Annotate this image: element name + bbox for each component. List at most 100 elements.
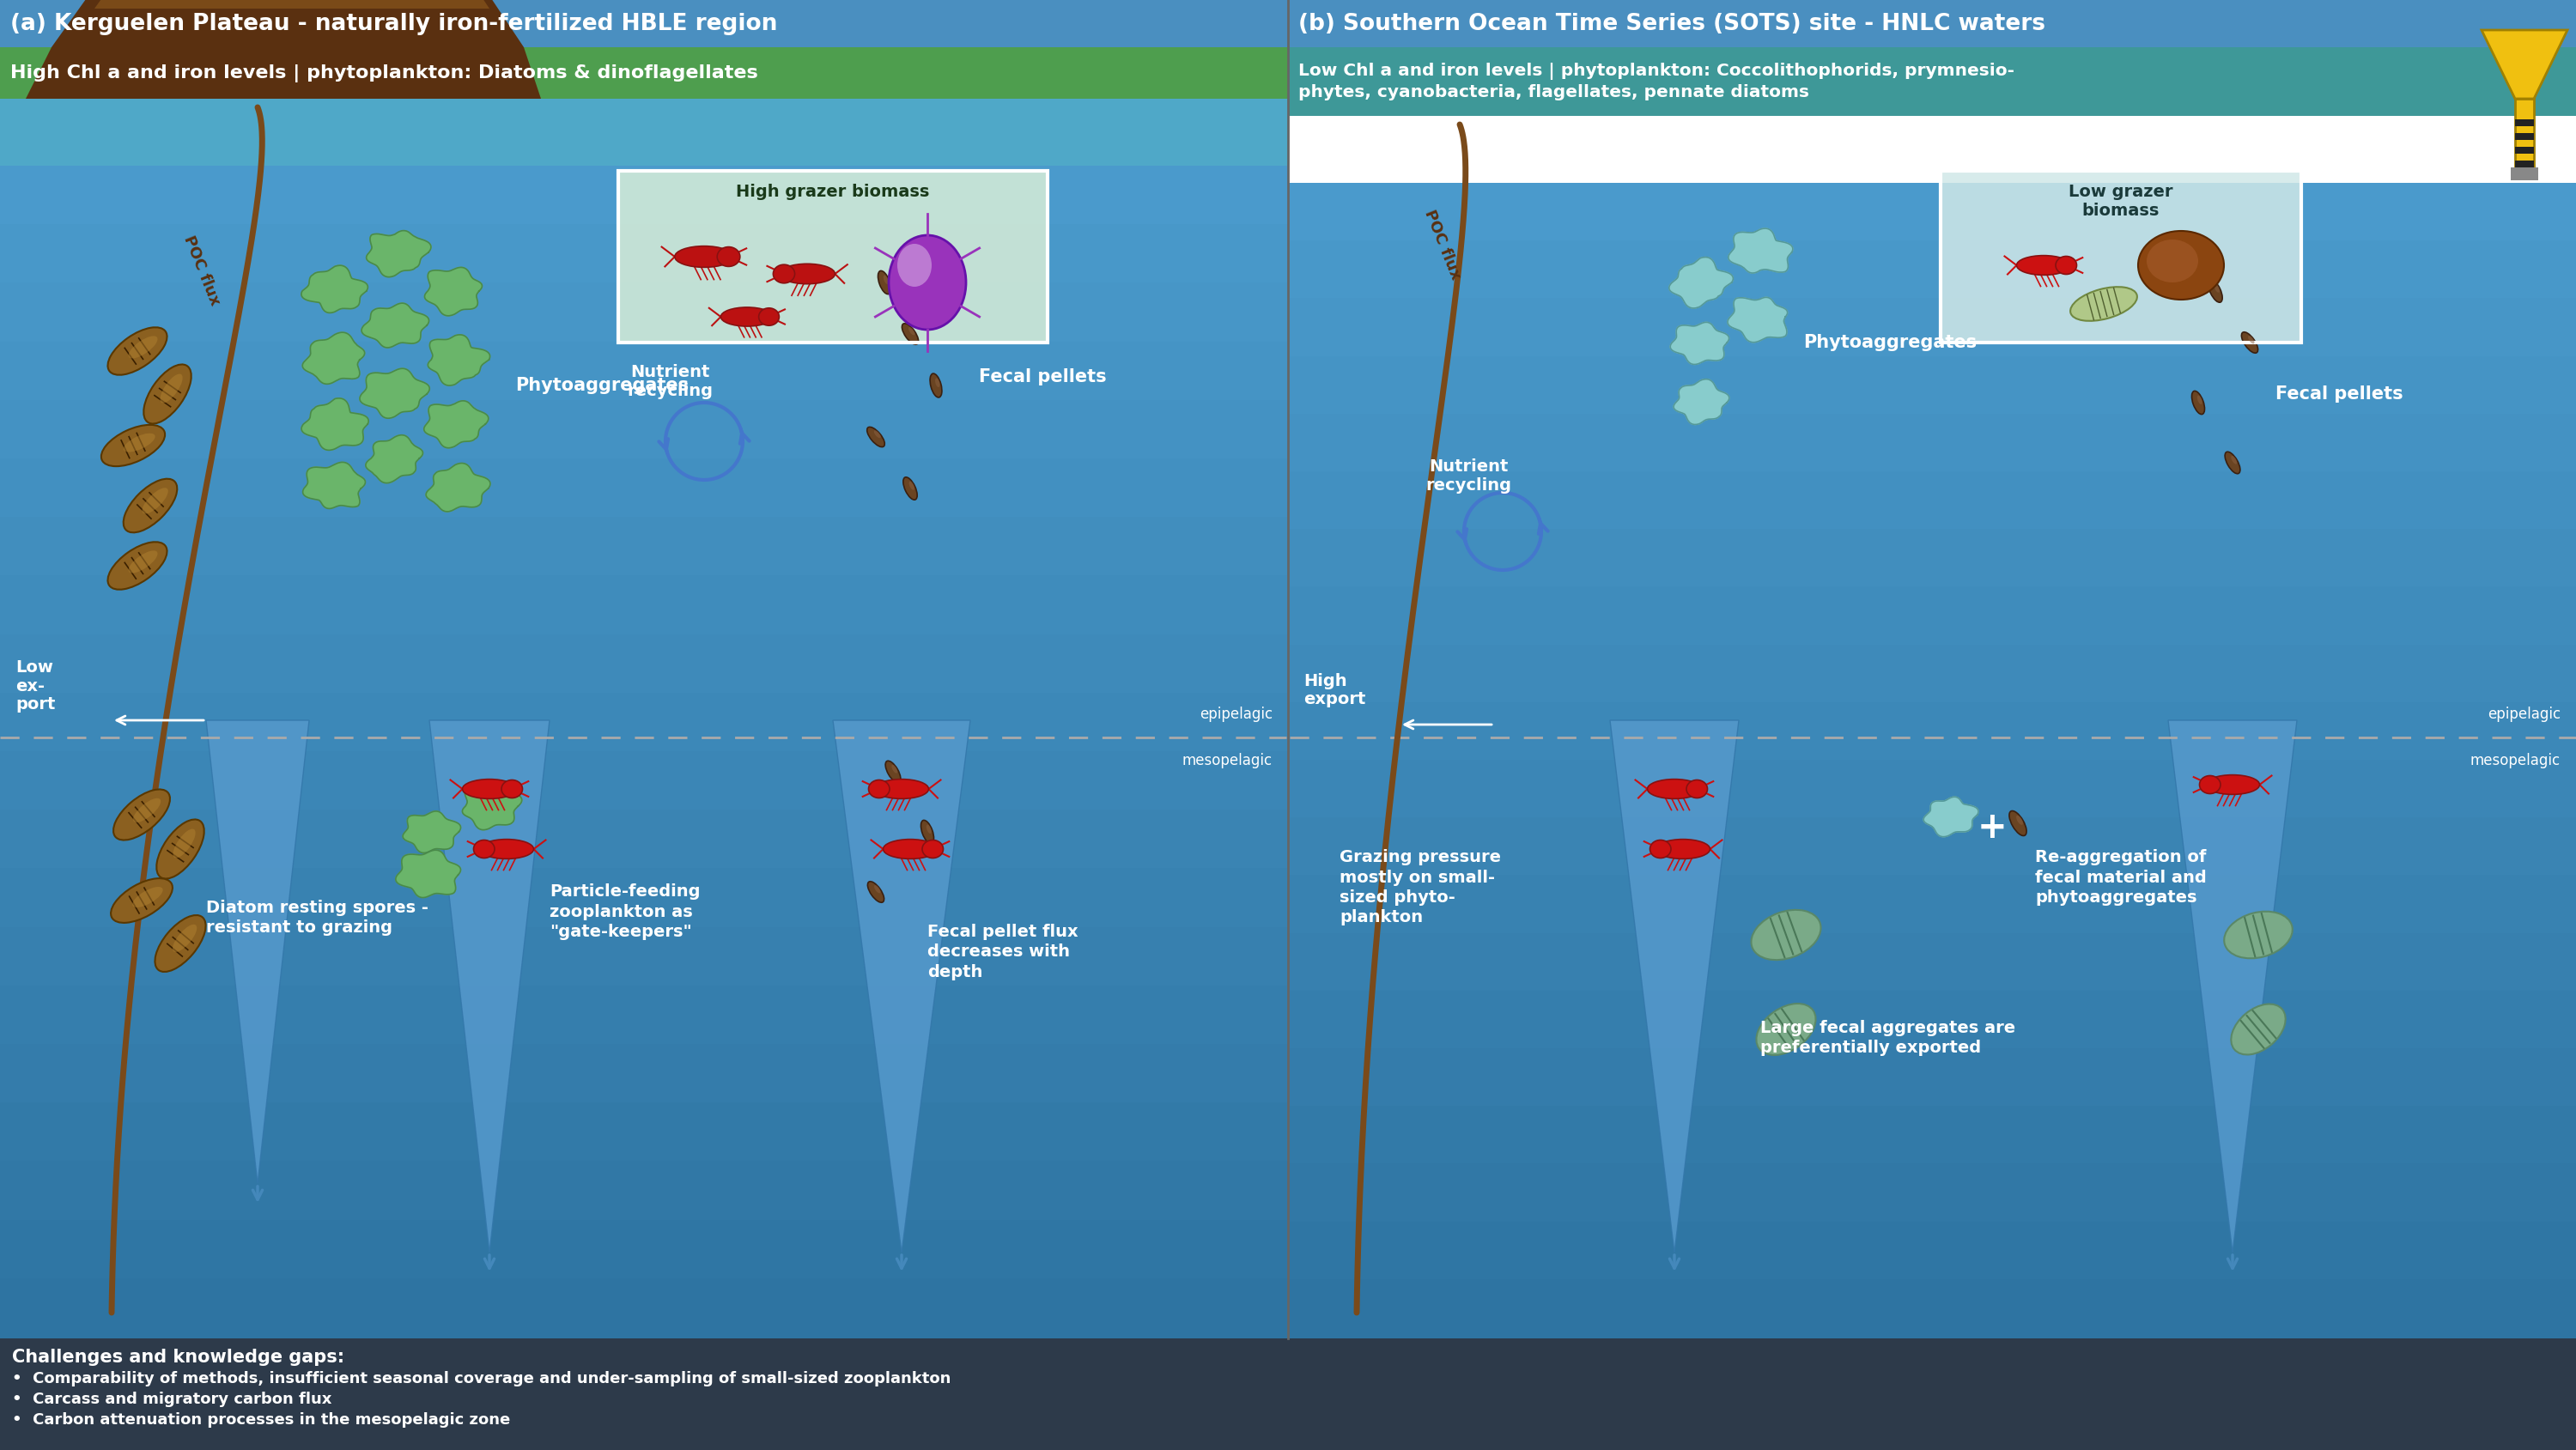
Text: •  Carcass and migratory carbon flux: • Carcass and migratory carbon flux	[13, 1392, 332, 1406]
Bar	[0, 634, 1288, 695]
Bar	[0, 1102, 1288, 1163]
Ellipse shape	[721, 307, 773, 326]
Bar	[0, 927, 1288, 987]
Polygon shape	[1669, 322, 1728, 364]
Bar	[0, 1161, 1288, 1221]
Ellipse shape	[868, 882, 884, 902]
Ellipse shape	[1656, 840, 1710, 858]
Polygon shape	[361, 303, 430, 348]
Ellipse shape	[2017, 255, 2071, 276]
Bar	[618, 171, 1048, 342]
Ellipse shape	[2146, 239, 2197, 283]
Polygon shape	[425, 400, 489, 448]
Ellipse shape	[1687, 780, 1708, 798]
Bar	[1288, 876, 2576, 935]
Text: Fecal pellets: Fecal pellets	[979, 368, 1108, 386]
Bar	[0, 576, 1288, 635]
Ellipse shape	[760, 307, 778, 326]
Ellipse shape	[868, 780, 889, 798]
Polygon shape	[206, 721, 309, 1183]
Ellipse shape	[1757, 1003, 1816, 1056]
Polygon shape	[2169, 721, 2298, 1253]
Ellipse shape	[2249, 335, 2254, 344]
Bar	[0, 1044, 1288, 1105]
Bar	[1288, 529, 2576, 589]
Text: Fecal pellet flux
decreases with
depth: Fecal pellet flux decreases with depth	[927, 924, 1079, 980]
Ellipse shape	[464, 779, 515, 799]
Bar	[2514, 119, 2535, 126]
Ellipse shape	[2009, 811, 2027, 835]
Bar	[1288, 241, 2576, 300]
Ellipse shape	[878, 271, 891, 294]
Bar	[1288, 413, 2576, 473]
Bar	[0, 751, 1288, 812]
Ellipse shape	[2200, 776, 2221, 793]
Ellipse shape	[2226, 452, 2241, 474]
Ellipse shape	[1752, 909, 1821, 960]
Ellipse shape	[100, 425, 165, 467]
Text: •  Comparability of methods, insufficient seasonal coverage and under-sampling o: • Comparability of methods, insufficient…	[13, 1372, 951, 1386]
Bar	[1940, 171, 2300, 342]
Ellipse shape	[131, 887, 162, 908]
Text: Low
ex-
port: Low ex- port	[15, 660, 54, 712]
Ellipse shape	[873, 431, 881, 438]
Ellipse shape	[884, 276, 889, 284]
Polygon shape	[461, 780, 523, 829]
Polygon shape	[425, 463, 489, 512]
Text: POC flux: POC flux	[1422, 207, 1463, 281]
Ellipse shape	[108, 542, 167, 590]
Ellipse shape	[124, 478, 178, 532]
Bar	[1288, 587, 2576, 647]
Ellipse shape	[173, 925, 196, 953]
Ellipse shape	[873, 779, 927, 799]
Ellipse shape	[886, 761, 902, 783]
Ellipse shape	[891, 764, 896, 773]
Text: Particle-feeding
zooplankton as
"gate-keepers": Particle-feeding zooplankton as "gate-ke…	[549, 883, 701, 940]
Polygon shape	[402, 811, 461, 853]
Ellipse shape	[716, 246, 739, 267]
Ellipse shape	[113, 789, 170, 840]
Ellipse shape	[868, 426, 884, 447]
Polygon shape	[366, 435, 422, 483]
Bar	[1288, 1048, 2576, 1108]
Polygon shape	[425, 267, 482, 316]
Ellipse shape	[474, 840, 495, 858]
Text: POC flux: POC flux	[180, 233, 222, 307]
Text: High Chl a and iron levels | phytoplankton: Diatoms & dinoflagellates: High Chl a and iron levels | phytoplankt…	[10, 64, 757, 83]
Polygon shape	[301, 265, 368, 313]
Ellipse shape	[2205, 774, 2259, 795]
Bar	[2514, 161, 2535, 167]
Polygon shape	[95, 0, 489, 9]
Ellipse shape	[2241, 332, 2259, 352]
Bar	[1288, 1279, 2576, 1338]
Bar	[0, 48, 1288, 99]
Polygon shape	[430, 721, 549, 1253]
Text: Low Chl a and iron levels | phytoplankton: Coccolithophorids, prymnesio-
phytes,: Low Chl a and iron levels | phytoplankto…	[1298, 62, 2014, 100]
Bar	[0, 869, 1288, 928]
Bar	[2514, 133, 2535, 141]
Polygon shape	[1610, 721, 1739, 1253]
Polygon shape	[304, 463, 366, 509]
Bar	[0, 225, 1288, 284]
Ellipse shape	[675, 246, 734, 267]
Ellipse shape	[2197, 396, 2202, 405]
Ellipse shape	[173, 829, 196, 858]
Text: •  Carbon attenuation processes in the mesopelagic zone: • Carbon attenuation processes in the me…	[13, 1412, 510, 1428]
Ellipse shape	[129, 336, 157, 358]
Polygon shape	[428, 335, 489, 386]
Polygon shape	[1924, 798, 1978, 837]
Text: Challenges and knowledge gaps:: Challenges and knowledge gaps:	[13, 1348, 345, 1366]
Ellipse shape	[160, 374, 183, 403]
Ellipse shape	[134, 798, 160, 822]
Ellipse shape	[896, 244, 933, 287]
Bar	[0, 809, 1288, 870]
Ellipse shape	[935, 378, 940, 387]
Bar	[618, 171, 1048, 342]
Bar	[0, 165, 1288, 226]
Bar	[1288, 818, 2576, 877]
Text: Large fecal aggregates are
preferentially exported: Large fecal aggregates are preferentiall…	[1759, 1019, 2014, 1056]
Ellipse shape	[124, 434, 155, 452]
Polygon shape	[1674, 378, 1728, 425]
Bar	[1288, 760, 2576, 819]
Ellipse shape	[1649, 779, 1700, 799]
